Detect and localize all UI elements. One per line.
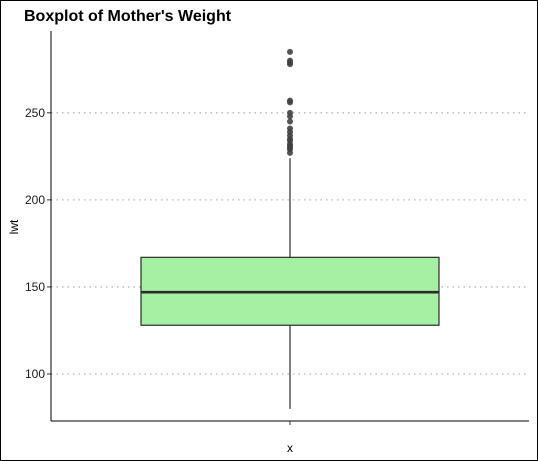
y-tick-label: 200	[25, 193, 45, 207]
y-axis: 100 150 200 250	[25, 106, 51, 381]
outlier-point	[287, 48, 293, 55]
y-tick-label: 150	[25, 280, 45, 294]
outlier-point	[287, 97, 293, 104]
outlier-points	[287, 48, 293, 156]
chart-title: Boxplot of Mother's Weight	[24, 8, 232, 25]
x-axis-label: x	[287, 441, 293, 455]
y-axis-label: lwt	[7, 219, 21, 234]
outlier-point	[287, 125, 293, 132]
outlier-point	[287, 109, 293, 116]
outlier-point	[287, 57, 293, 64]
y-tick-label: 100	[25, 367, 45, 381]
outlier-point	[287, 118, 293, 125]
y-tick-label: 250	[25, 106, 45, 120]
